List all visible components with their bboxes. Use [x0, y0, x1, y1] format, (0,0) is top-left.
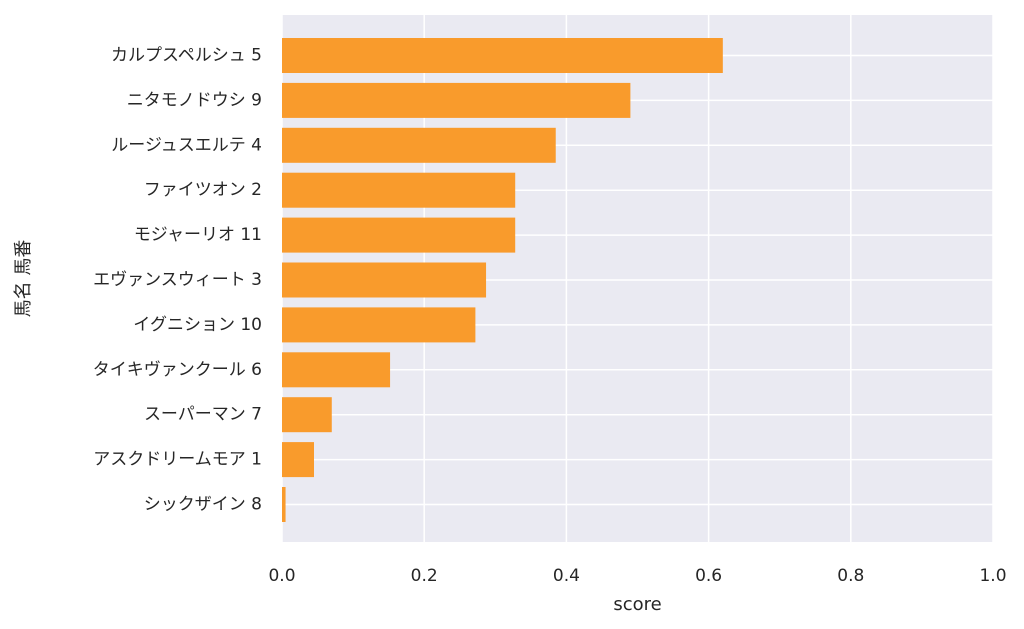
bars — [282, 38, 723, 522]
y-tick-label: モジャーリオ 11 — [134, 225, 262, 245]
y-tick-label: エヴァンスウィート 3 — [93, 270, 262, 290]
x-tick-label: 0.4 — [553, 566, 580, 586]
bar — [282, 172, 516, 208]
x-tick-label: 1.0 — [979, 566, 1006, 586]
y-tick-label: タイキヴァンクール 6 — [93, 360, 262, 380]
bar — [282, 307, 476, 343]
bar — [282, 82, 631, 118]
bar — [282, 487, 286, 522]
y-tick-label: イグニション 10 — [133, 315, 262, 335]
bar — [282, 217, 516, 253]
bar — [282, 262, 487, 298]
x-tick-label: 0.0 — [268, 566, 295, 586]
y-tick-labels: カルプスペルシュ 5 ニタモノドウシ 9 ルージュスエルテ 4 ファイツオン 2 モジャ… — [93, 46, 262, 515]
x-tick-label: 0.2 — [411, 566, 438, 586]
y-axis-label: 馬名 馬番 — [13, 240, 34, 318]
y-tick-label: シックザイン 8 — [144, 495, 262, 515]
x-axis-label: score — [613, 594, 661, 615]
y-tick-label: アスクドリームモア 1 — [93, 450, 262, 470]
x-tick-labels: 0.0 0.2 0.4 0.6 0.8 1.0 — [268, 566, 1006, 586]
bar — [282, 352, 391, 388]
bar — [282, 442, 314, 478]
y-tick-label: カルプスペルシュ 5 — [111, 46, 262, 66]
bar — [282, 38, 723, 73]
y-tick-label: ルージュスエルテ 4 — [111, 135, 262, 155]
bar — [282, 127, 556, 163]
bar — [282, 397, 332, 433]
y-tick-label: スーパーマン 7 — [144, 405, 262, 425]
x-tick-label: 0.8 — [837, 566, 864, 586]
y-tick-label: ファイツオン 2 — [144, 180, 262, 200]
y-tick-label: ニタモノドウシ 9 — [127, 90, 262, 110]
x-tick-label: 0.6 — [695, 566, 722, 586]
